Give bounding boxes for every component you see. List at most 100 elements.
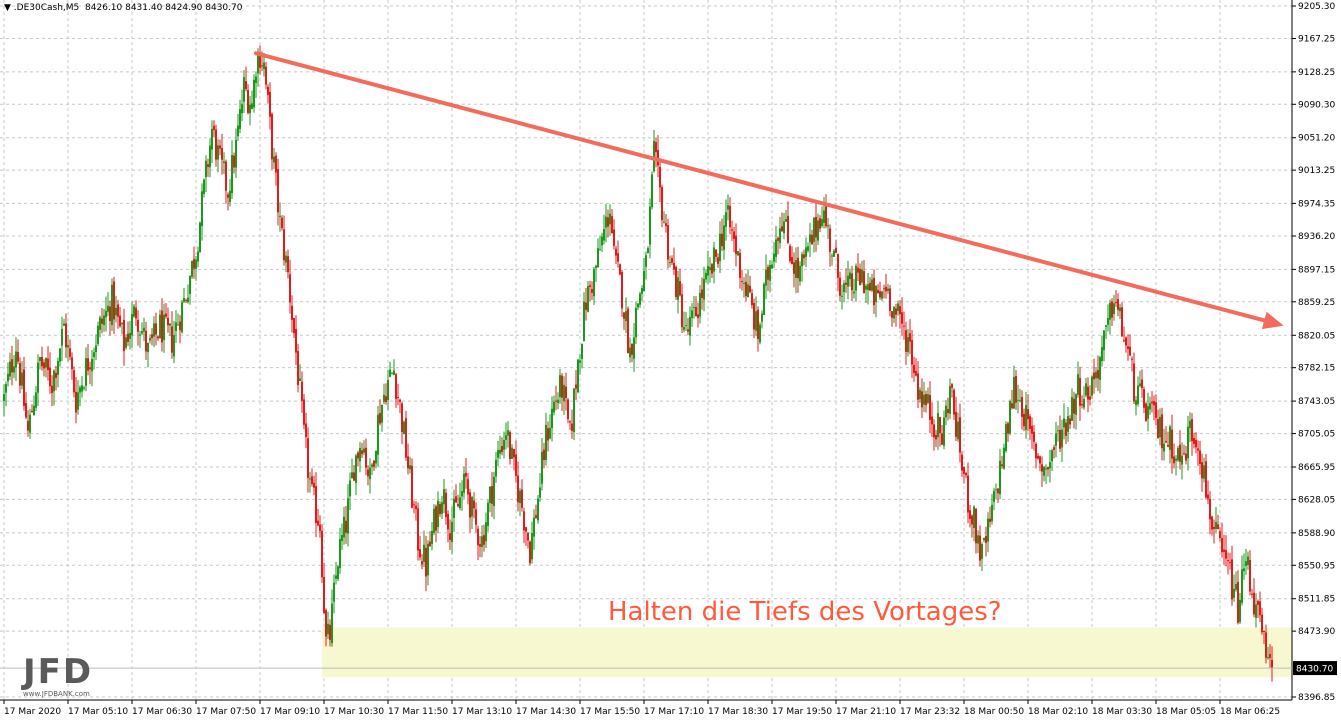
candle-body xyxy=(849,272,851,280)
candle-body xyxy=(161,310,163,343)
candle-body xyxy=(847,275,849,287)
candle-body xyxy=(747,284,749,298)
candle-body xyxy=(295,329,297,353)
candle-body xyxy=(919,389,921,400)
candle-body xyxy=(793,262,795,274)
candle-body xyxy=(817,220,819,241)
candle-body xyxy=(1049,462,1051,469)
candle-body xyxy=(681,294,683,328)
candle-body xyxy=(199,222,201,253)
candle-body xyxy=(1091,376,1093,396)
candle-body xyxy=(871,279,873,291)
candle-body xyxy=(519,490,521,504)
candle-body xyxy=(429,541,431,547)
candle-body xyxy=(251,103,253,109)
candle-body xyxy=(651,174,653,208)
candle-body xyxy=(39,357,41,362)
candle-body xyxy=(35,392,37,408)
candle-body xyxy=(933,424,935,438)
candle-body xyxy=(1065,422,1067,436)
candle-body xyxy=(223,161,225,163)
candle-body xyxy=(505,435,507,440)
candle-body xyxy=(807,246,809,251)
candle-body xyxy=(915,370,917,376)
candle-body xyxy=(43,362,45,369)
candle-body xyxy=(1107,318,1109,325)
candle-body xyxy=(997,488,999,494)
candle-body xyxy=(129,332,131,339)
candle-body xyxy=(209,145,211,168)
candle-body xyxy=(281,217,283,229)
candle-body xyxy=(73,370,75,393)
candle-body xyxy=(719,233,721,262)
candle-body xyxy=(323,577,325,614)
candle-body xyxy=(841,295,843,297)
candle-body xyxy=(65,323,67,348)
candle-body xyxy=(473,500,475,509)
candle-body xyxy=(391,372,393,374)
candle-body xyxy=(895,308,897,315)
candle-body xyxy=(195,259,197,269)
candle-body xyxy=(1135,400,1137,406)
candle-body xyxy=(111,284,113,326)
candle-body xyxy=(951,384,953,388)
candle-body xyxy=(139,334,141,336)
candle-body xyxy=(897,303,899,312)
candle-body xyxy=(625,311,627,322)
candle-body xyxy=(85,358,87,386)
dropdown-triangle-icon[interactable]: ▼ xyxy=(4,3,11,13)
candle-body xyxy=(1111,301,1113,318)
candle-body xyxy=(907,336,909,353)
candle-body xyxy=(813,217,815,242)
candle-body xyxy=(567,399,569,420)
candle-body xyxy=(475,509,477,525)
candle-body xyxy=(959,417,961,453)
candle-body xyxy=(25,402,27,418)
candle-body xyxy=(831,255,833,257)
candle-body xyxy=(1139,383,1141,386)
candle-body xyxy=(801,254,803,267)
candle-body xyxy=(995,489,997,491)
candle-body xyxy=(1089,396,1091,400)
candle-body xyxy=(521,489,523,508)
x-tick-label: 17 Mar 10:30 xyxy=(324,707,384,717)
candle-body xyxy=(191,260,193,277)
candle-body xyxy=(213,125,215,130)
candle-body xyxy=(939,417,941,434)
candle-body xyxy=(879,291,881,298)
candle-body xyxy=(659,166,661,188)
candle-body xyxy=(1005,424,1007,451)
candle-body xyxy=(253,79,255,108)
candle-body xyxy=(739,252,741,278)
candle-body xyxy=(981,544,983,559)
candle-body xyxy=(181,302,183,333)
candle-body xyxy=(803,254,805,259)
candle-body xyxy=(1209,498,1211,520)
y-tick-label: 8628.05 xyxy=(1298,495,1335,505)
candle-body xyxy=(731,229,733,231)
candle-body xyxy=(577,359,579,393)
candle-body xyxy=(353,472,355,481)
y-tick-label: 8396.85 xyxy=(1298,693,1335,703)
candle-body xyxy=(627,308,629,354)
candle-body xyxy=(247,90,249,113)
candle-body xyxy=(821,219,823,227)
candle-body xyxy=(339,539,341,569)
candle-body xyxy=(867,284,869,290)
candle-body xyxy=(385,396,387,403)
trendline-arrowhead xyxy=(1261,311,1284,330)
candle-body xyxy=(511,447,513,459)
candle-body xyxy=(327,623,329,635)
candle-body xyxy=(733,231,735,239)
candle-body xyxy=(335,575,337,579)
candle-body xyxy=(293,317,295,334)
candle-body xyxy=(1203,465,1205,479)
candle-body xyxy=(235,139,237,168)
logo-brand: JFD xyxy=(21,652,93,692)
logo-url: www.JFDBANK.com xyxy=(23,690,90,698)
candle-body xyxy=(229,190,231,202)
candle-body xyxy=(269,91,271,117)
candle-body xyxy=(185,300,187,302)
